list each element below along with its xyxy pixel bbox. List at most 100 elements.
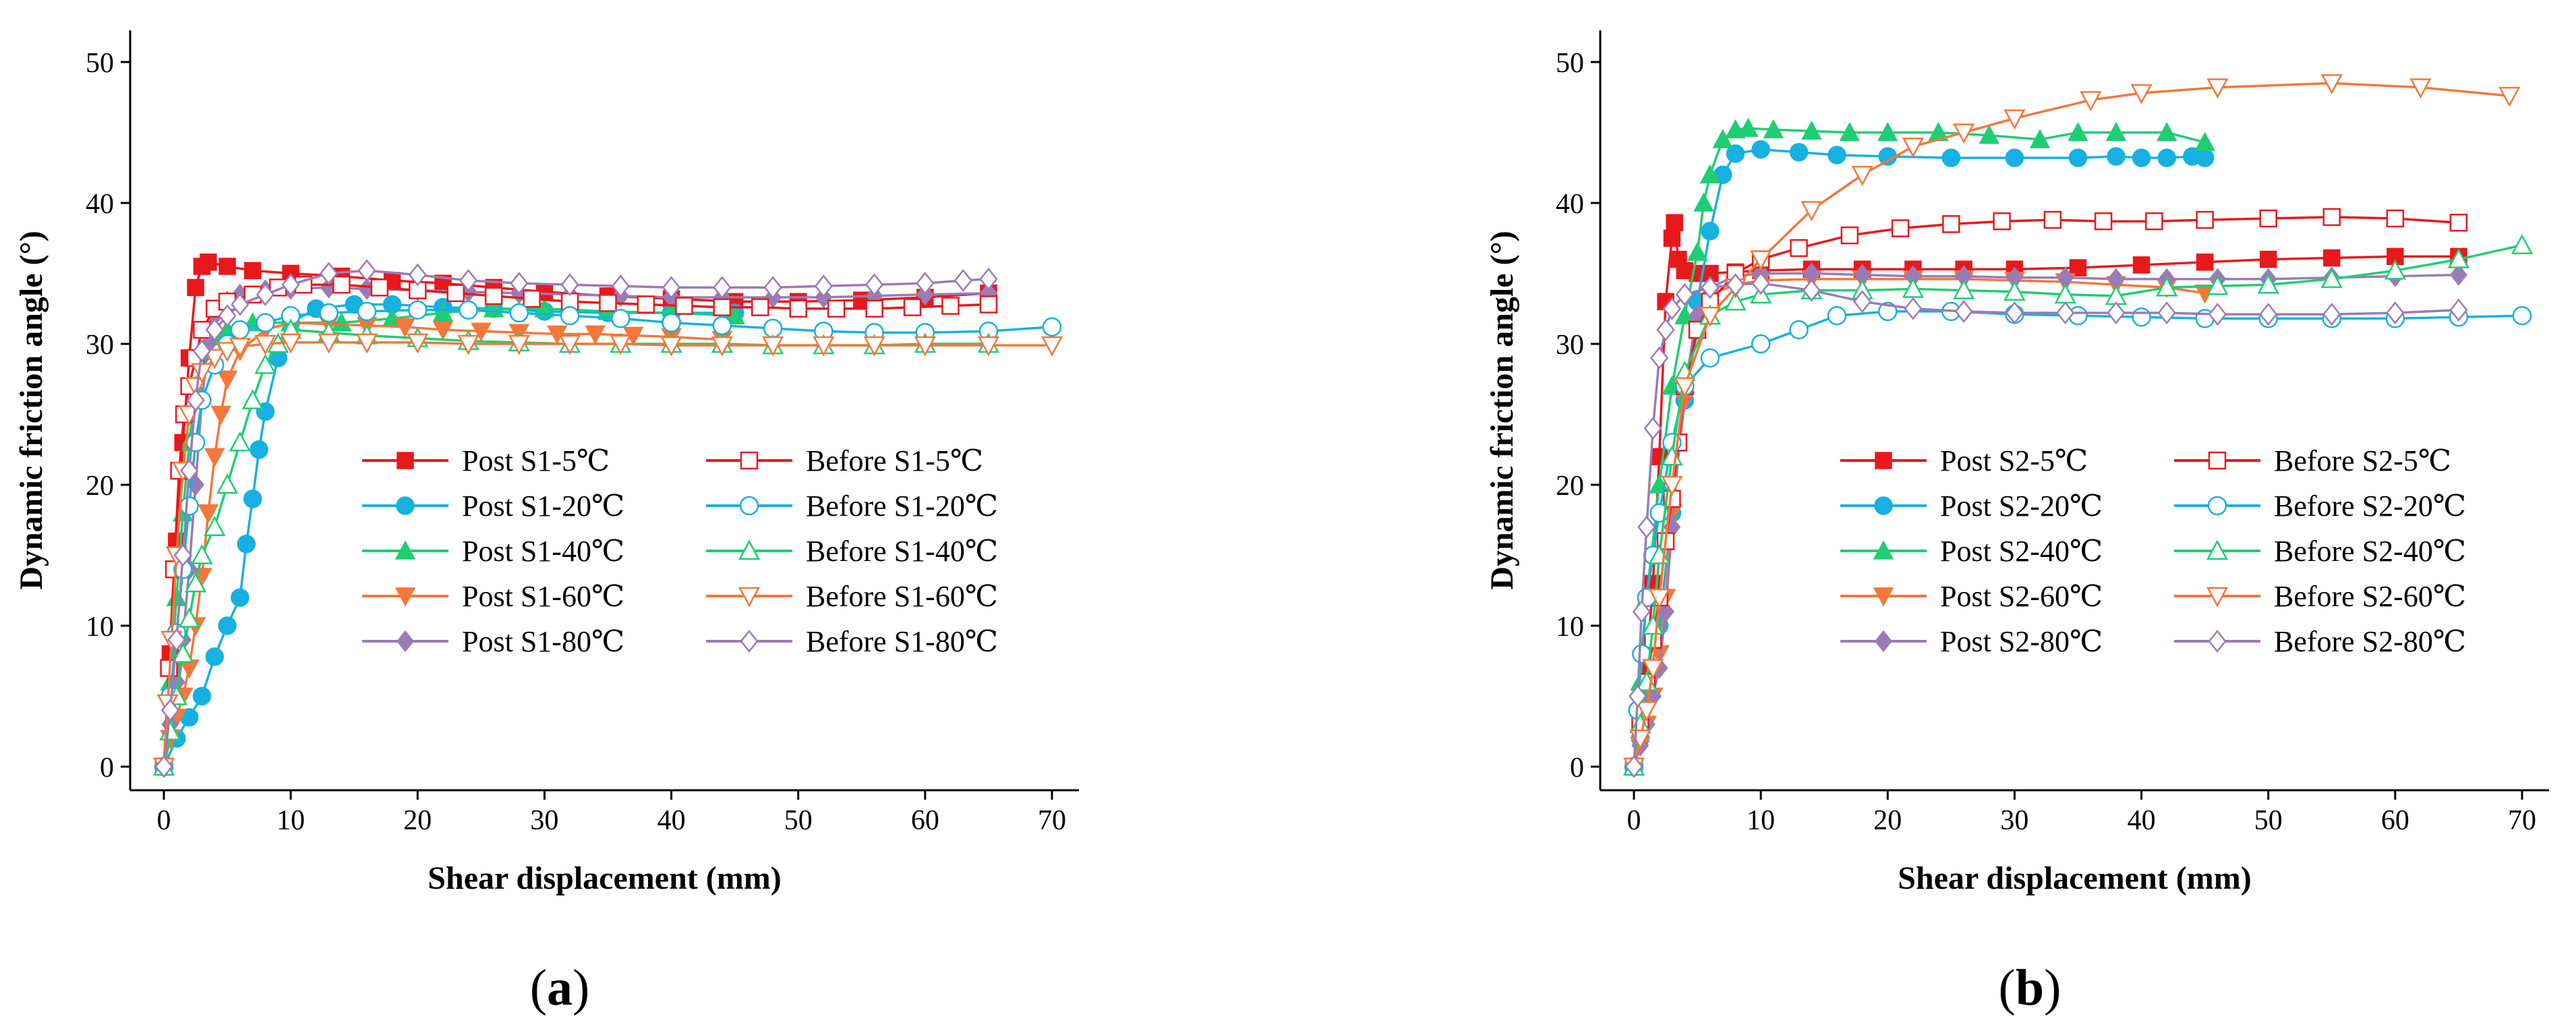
data-point <box>2449 298 2468 322</box>
series-line <box>1633 223 2459 767</box>
data-point <box>1979 125 2000 144</box>
data-point <box>160 699 180 722</box>
y-tick-label: 20 <box>86 471 114 502</box>
legend-label: Post S1-60℃ <box>462 580 624 613</box>
data-point <box>2069 259 2087 276</box>
legend-item: Before S2-80℃ <box>2174 625 2466 658</box>
data-point <box>865 299 883 318</box>
data-point <box>180 459 199 483</box>
data-point <box>154 755 173 779</box>
data-point <box>2080 91 2102 112</box>
data-point <box>1789 320 1809 340</box>
data-point <box>1891 219 1910 237</box>
legend-label: Before S1-5℃ <box>806 444 983 477</box>
data-point <box>1642 659 1664 680</box>
y-tick-label: 0 <box>1570 752 1584 783</box>
legend-item: Before S2-20℃ <box>2174 490 2466 523</box>
data-point <box>2322 208 2341 227</box>
y-axis-title: Dynamic friction angle (°) <box>1484 231 1520 589</box>
data-point <box>546 325 568 345</box>
data-point <box>204 349 226 369</box>
data-point <box>229 431 251 452</box>
data-point <box>186 388 205 412</box>
data-point <box>2003 109 2026 130</box>
data-point <box>231 293 250 316</box>
legend-marker <box>738 587 761 608</box>
legend-marker <box>1873 587 1894 607</box>
data-point <box>713 298 732 316</box>
y-tick-label: 20 <box>1556 471 1584 502</box>
data-point <box>281 273 300 297</box>
data-point <box>216 370 238 390</box>
data-point <box>1701 276 1720 299</box>
series-post-s1-20- <box>154 295 744 776</box>
series-line <box>1633 282 2459 767</box>
y-tick-label: 40 <box>1556 189 1584 220</box>
data-point <box>230 320 250 340</box>
x-tick-label: 10 <box>276 805 305 836</box>
legend-marker <box>396 496 415 515</box>
data-point <box>2447 247 2470 268</box>
data-point <box>611 309 631 328</box>
legend-label: Before S1-20℃ <box>806 490 998 523</box>
legend-item: Before S1-80℃ <box>706 625 998 658</box>
data-point <box>637 295 655 314</box>
data-point <box>216 473 239 494</box>
legend-item: Post S1-20℃ <box>362 490 624 523</box>
legend-marker <box>1875 630 1892 653</box>
x-tick-label: 30 <box>530 805 558 836</box>
legend-item: Post S2-60℃ <box>1840 580 2103 613</box>
series-line <box>1633 82 2510 767</box>
data-point <box>979 295 998 314</box>
data-point <box>1699 164 1721 183</box>
legend-marker <box>2207 496 2227 516</box>
data-point <box>1790 239 1808 258</box>
data-point <box>178 607 200 628</box>
x-tick-label: 30 <box>2000 805 2028 836</box>
legend-item: Before S1-5℃ <box>706 444 983 477</box>
data-point <box>510 272 529 295</box>
data-point <box>2029 129 2051 148</box>
data-point <box>1878 301 1898 322</box>
data-point <box>662 276 681 299</box>
legend-label: Post S1-5℃ <box>462 444 610 477</box>
legend-label: Post S2-60℃ <box>1940 580 2103 613</box>
data-point <box>471 322 492 342</box>
data-point <box>218 258 236 275</box>
data-point <box>2257 273 2279 294</box>
legend-label: Post S2-20℃ <box>1940 490 2103 523</box>
data-point <box>789 299 807 318</box>
data-point <box>408 300 428 320</box>
legend-label: Before S1-40℃ <box>806 535 998 568</box>
data-point <box>1674 377 1696 398</box>
series-line <box>1633 127 2206 767</box>
legend-label: Post S1-20℃ <box>462 490 624 523</box>
data-point <box>1726 144 1745 163</box>
data-point <box>2145 212 2163 231</box>
data-point <box>457 334 479 355</box>
data-point <box>1789 143 1809 162</box>
data-point <box>1942 215 1960 233</box>
data-point <box>2449 214 2468 232</box>
legend-marker <box>2208 451 2227 470</box>
legend-marker <box>394 540 416 560</box>
data-point <box>357 259 376 283</box>
data-point <box>1954 299 1973 323</box>
y-tick-label: 50 <box>1556 48 1584 79</box>
legend-item: Before S1-20℃ <box>706 490 998 523</box>
legend-marker <box>397 452 414 469</box>
data-point <box>280 333 302 354</box>
legend-label: Post S2-80℃ <box>1940 625 2103 658</box>
data-point <box>751 298 769 316</box>
data-point <box>256 283 275 306</box>
data-point <box>205 647 225 666</box>
data-point <box>2196 210 2214 229</box>
data-point <box>2132 256 2150 274</box>
data-point <box>331 312 352 332</box>
data-point <box>763 276 782 299</box>
data-point <box>459 268 478 292</box>
legend-label: Before S2-60℃ <box>2274 580 2466 613</box>
data-point <box>2194 131 2215 151</box>
data-point <box>318 333 340 354</box>
data-point <box>2386 209 2405 228</box>
